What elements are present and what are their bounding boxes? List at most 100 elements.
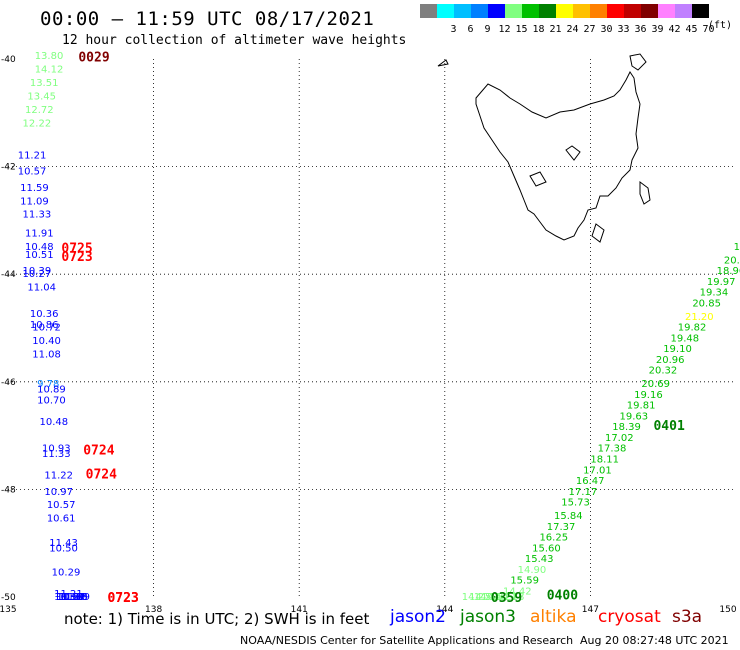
satellite-s3a: s3a (672, 607, 703, 627)
swh-value: 11.33 (42, 449, 71, 460)
swh-value: 14.32 (481, 592, 510, 603)
satellite-jason2: jason2 (390, 607, 446, 627)
page-subtitle: 12 hour collection of altimeter wave hei… (62, 33, 407, 48)
legend-label: 33 (617, 24, 630, 35)
legend-label: 15 (515, 24, 528, 35)
swh-value: 17.02 (605, 433, 634, 444)
swh-value: 14.50 (469, 592, 498, 603)
lat-tick-label: -48 (1, 485, 16, 495)
swh-value: 19.48 (670, 333, 699, 344)
swh-value: 20.69 (641, 379, 670, 390)
swh-value: 15.73 (561, 498, 590, 509)
swh-value: 17.38 (598, 444, 627, 455)
legend-label: 3 (450, 24, 457, 35)
legend-swatch (522, 4, 539, 18)
legend-swatch (471, 4, 488, 18)
tasmania-main-coast (475, 71, 641, 241)
swh-value: 10.50 (49, 543, 78, 554)
swh-value: 17.01 (583, 465, 612, 476)
swh-value: 12.22 (23, 118, 52, 129)
pass-time-label: 0724 (83, 443, 114, 458)
legend-swatch (488, 4, 505, 18)
pass-time-label: 0401 (653, 419, 684, 434)
legend-label: 45 (685, 24, 698, 35)
swh-value: 14.12 (35, 64, 64, 75)
king-island-spit (437, 59, 449, 67)
lake-st-clair (565, 145, 581, 161)
swh-value: 19.82 (678, 323, 707, 334)
legend-label: 12 (498, 24, 511, 35)
swh-value: 14.21 (488, 592, 517, 603)
swh-value: 11.48 (59, 592, 88, 603)
legend-swatch (556, 4, 573, 18)
satellite-altika: altika (530, 607, 577, 627)
tasmania-coastline (437, 53, 651, 243)
swh-value: 19.63 (620, 411, 649, 422)
legend-label: 21 (549, 24, 562, 35)
swh-value: 13.45 (27, 91, 56, 102)
swh-value: 20.96 (656, 355, 685, 366)
satellite-cryosat: cryosat (598, 607, 661, 627)
swh-value: 17.17 (569, 487, 598, 498)
legend-label: 39 (651, 24, 664, 35)
legend-swatch (573, 4, 590, 18)
swh-value: 10.40 (32, 336, 61, 347)
legend-swatch (590, 4, 607, 18)
swh-value: 19.81 (627, 401, 656, 412)
pass-time-label: 0723 (107, 591, 138, 606)
legend-label: 9 (484, 24, 491, 35)
swh-value: 11.04 (27, 282, 56, 293)
swh-value: 16.25 (539, 533, 568, 544)
map-grid (8, 59, 736, 597)
swh-value: 16.47 (576, 476, 605, 487)
swh-value: 10.93 (42, 444, 71, 455)
swh-value: 18.39 (612, 422, 641, 433)
legend-label: 42 (668, 24, 681, 35)
lat-tick-label: -50 (1, 593, 16, 603)
swh-observations: 13.80 14.12 13.51 13.45 12.72 12.22 11.21 10.57… (18, 51, 740, 603)
lon-tick-label: 141 (291, 605, 308, 615)
swh-value: 10.27 (23, 269, 52, 280)
swh-value: 11.08 (32, 350, 61, 361)
satellite-jason3: jason3 (460, 607, 516, 627)
swh-value: 15.59 (510, 576, 539, 587)
legend-swatch (641, 4, 658, 18)
swh-value: 11.09 (20, 196, 49, 207)
swh-value: 17.37 (547, 522, 576, 533)
swh-value: 13.51 (30, 78, 59, 89)
swh-value: 10.29 (52, 567, 81, 578)
lat-tick-label: -40 (1, 55, 16, 65)
swh-value: 11.37 (57, 592, 86, 603)
legend-label: 27 (583, 24, 596, 35)
lon-tick-label: 144 (436, 605, 453, 615)
footer-timestamp: Aug 20 08:27:48 UTC 2021 (580, 634, 729, 647)
legend-swatch (539, 4, 556, 18)
pass-time-label: 0725 (61, 242, 92, 257)
swh-value: 11.21 (18, 151, 47, 162)
legend-swatch (607, 4, 624, 18)
lon-tick-label: 138 (145, 605, 162, 615)
legend-label: 18 (532, 24, 545, 35)
legend-swatch (505, 4, 522, 18)
swh-value: 14.55 (474, 592, 503, 603)
swh-value: 10.97 (44, 487, 73, 498)
swh-value: 20.7 (724, 255, 740, 266)
swh-value: 19.34 (700, 288, 729, 299)
lon-tick-label: 135 (0, 605, 17, 615)
lon-tick-label: 147 (582, 605, 599, 615)
swh-value: 19.16 (634, 390, 663, 401)
swh-value: 10.57 (47, 500, 76, 511)
maria-island (639, 181, 651, 205)
lat-tick-label: -42 (1, 163, 16, 173)
header: 00:00 — 11:59 UTC 08/17/2021 12 hour col… (0, 0, 740, 50)
pass-time-label: 0400 (547, 589, 578, 604)
lon-tick-label: 150 (719, 605, 736, 615)
lat-tick-label: -44 (1, 270, 16, 280)
swh-value: 18.96 (717, 266, 740, 277)
legend-swatch (675, 4, 692, 18)
swh-value: 14.27 (462, 592, 491, 603)
swh-value: 10.70 (37, 395, 66, 406)
legend-swatch (692, 4, 709, 18)
